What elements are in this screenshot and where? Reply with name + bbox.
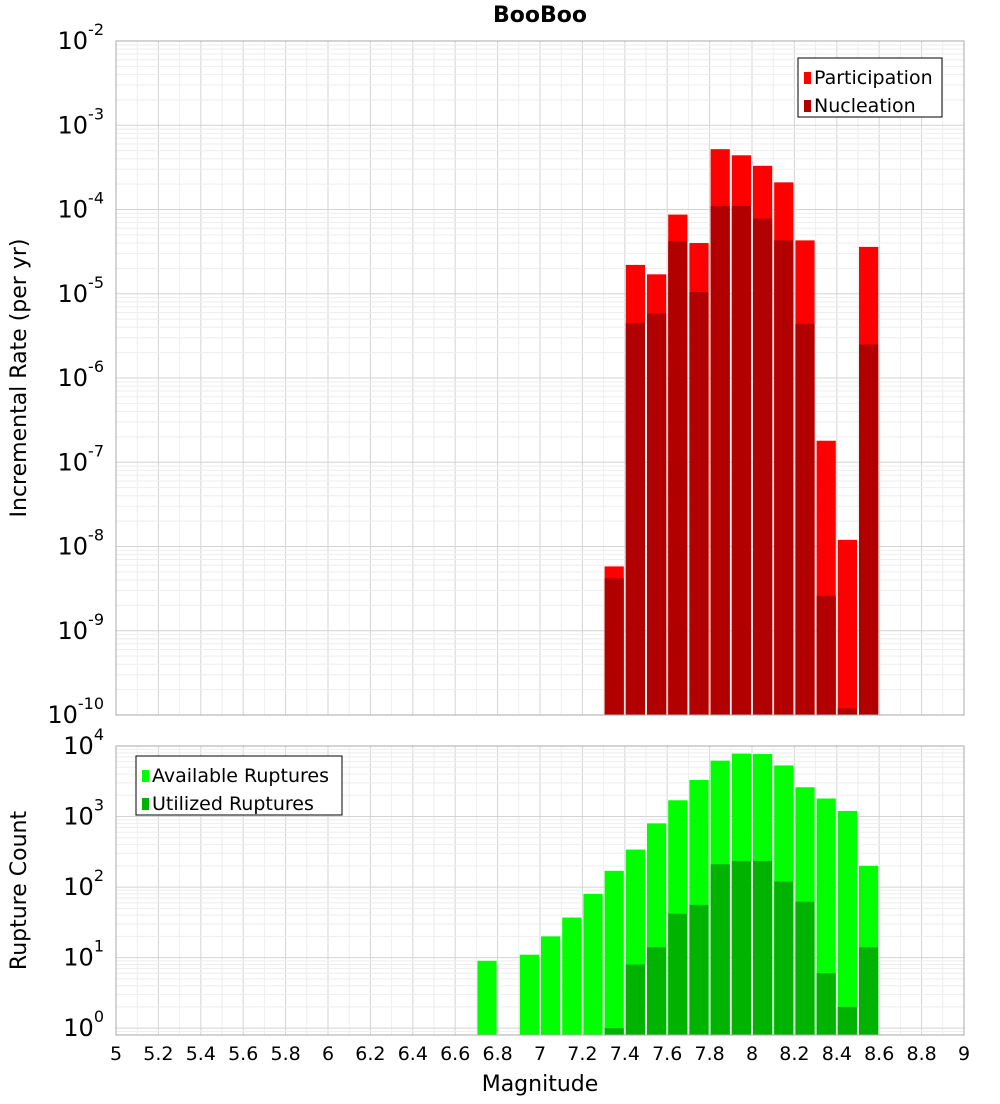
bar-secondary	[753, 860, 773, 1035]
x-tick-label: 7.2	[567, 1043, 597, 1065]
y-tick-label: 102	[63, 866, 104, 901]
y-tick-label: 103	[63, 796, 104, 831]
legend-label: Available Ruptures	[152, 765, 329, 787]
legend-label: Nucleation	[814, 95, 916, 117]
x-tick-label: 5.6	[228, 1043, 258, 1065]
x-tick-label: 6.8	[482, 1043, 512, 1065]
plot-frame	[115, 40, 965, 716]
bar-secondary	[689, 904, 709, 1035]
bar-primary	[541, 936, 561, 1035]
y-axis-label: Rupture Count	[7, 811, 32, 971]
bar-secondary	[859, 947, 879, 1035]
x-tick-label: 7	[534, 1043, 546, 1065]
bar-secondary	[604, 578, 624, 715]
bar-secondary	[859, 344, 879, 715]
x-tick-label: 6.2	[355, 1043, 385, 1065]
y-tick-label: 10-3	[58, 104, 105, 139]
series-2	[604, 860, 879, 1035]
legend-swatch	[804, 100, 811, 112]
x-tick-label: 6	[322, 1043, 334, 1065]
bar-secondary	[668, 241, 688, 715]
bar-secondary	[731, 206, 751, 715]
x-axis-label: Magnitude	[482, 1072, 599, 1097]
bar-secondary	[774, 240, 794, 715]
x-tick-label: 5.8	[270, 1043, 300, 1065]
series-2	[604, 206, 879, 715]
y-axis-label: Incremental Rate (per yr)	[7, 239, 32, 518]
y-tick-label: 10-2	[58, 20, 105, 55]
y-tick-label: 10-7	[58, 441, 105, 476]
bar-primary	[837, 539, 857, 715]
bar-secondary	[668, 913, 688, 1035]
x-tick-label: 7.6	[652, 1043, 682, 1065]
bar-primary	[519, 954, 539, 1035]
y-tick-label: 10-9	[58, 610, 105, 645]
legend-box	[797, 57, 943, 118]
legend-swatch	[142, 770, 149, 782]
x-tick-label: 8.2	[779, 1043, 809, 1065]
bar-secondary	[837, 1006, 857, 1035]
x-tick-label: 6.4	[398, 1043, 428, 1065]
y-tick-label: 10-5	[58, 273, 105, 308]
x-tick-label: 5.2	[143, 1043, 173, 1065]
x-tick-label: 8	[746, 1043, 758, 1065]
x-tick-label: 7.4	[610, 1043, 640, 1065]
bar-secondary	[625, 964, 645, 1035]
bar-secondary	[816, 595, 836, 715]
bar-secondary	[753, 218, 773, 715]
x-tick-label: 8.8	[906, 1043, 936, 1065]
x-tick-label: 9	[958, 1043, 970, 1065]
y-tick-label: 101	[63, 937, 104, 972]
y-tick-label: 104	[63, 725, 104, 760]
bar-primary	[604, 870, 624, 1035]
y-tick-label: 100	[63, 1007, 104, 1042]
plot-frame	[115, 745, 965, 1036]
bar-secondary	[795, 901, 815, 1035]
legend: Available Ruptures Utilized Ruptures	[135, 755, 343, 816]
chart-title: BooBoo	[493, 3, 587, 28]
bar-secondary	[731, 860, 751, 1035]
series-1	[477, 753, 879, 1035]
bar-secondary	[710, 864, 730, 1035]
bar-secondary	[689, 291, 709, 715]
x-tick-label: 6.6	[440, 1043, 470, 1065]
panel-1: 10-2 10-3 10-4 10-5 10-6 10-7 10-8 10-9 10-10 Inc…	[7, 20, 965, 729]
bar-primary	[477, 960, 497, 1035]
x-tick-label: 5	[110, 1043, 122, 1065]
x-tick-label: 5.4	[186, 1043, 216, 1065]
bar-secondary	[816, 973, 836, 1035]
panel-2: 104 103 102 101 100 Rupture Count Available Ru…	[7, 725, 965, 1042]
bar-primary	[583, 893, 603, 1035]
legend-label: Participation	[814, 67, 933, 89]
bar-secondary	[795, 323, 815, 715]
x-tick-label: 8.4	[822, 1043, 852, 1065]
bar-secondary	[647, 947, 667, 1035]
legend-swatch	[142, 798, 149, 810]
x-tick-label: 8.6	[864, 1043, 894, 1065]
legend-label: Utilized Ruptures	[152, 793, 314, 815]
bar-secondary	[604, 1028, 624, 1035]
bar-secondary	[647, 313, 667, 715]
bar-secondary	[625, 322, 645, 715]
bar-secondary	[837, 708, 857, 715]
bar-primary	[562, 917, 582, 1035]
x-tick-label: 7.8	[694, 1043, 724, 1065]
bar-primary	[837, 810, 857, 1035]
legend-swatch	[804, 72, 811, 84]
legend-box	[135, 755, 343, 816]
bar-secondary	[710, 206, 730, 715]
legend: Participation Nucleation	[797, 57, 943, 118]
bar-secondary	[774, 881, 794, 1035]
y-tick-label: 10-6	[58, 357, 105, 392]
y-tick-label: 10-4	[58, 189, 105, 224]
y-tick-label: 10-8	[58, 526, 105, 561]
y-tick-label: 10-10	[47, 694, 104, 729]
